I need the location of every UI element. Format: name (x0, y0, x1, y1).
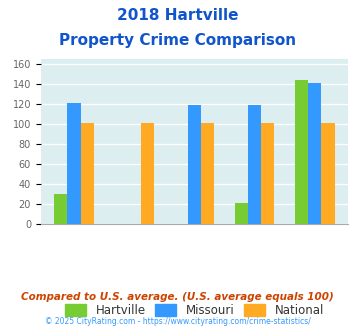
Bar (248, 105, 261, 224)
Bar (81, 123, 94, 224)
Legend: Hartville, Missouri, National: Hartville, Missouri, National (60, 300, 329, 322)
Bar (261, 123, 274, 224)
Bar (141, 123, 154, 224)
Bar (54, 194, 67, 224)
Text: Compared to U.S. average. (U.S. average equals 100): Compared to U.S. average. (U.S. average … (21, 292, 334, 302)
Bar (235, 203, 248, 224)
Bar (321, 123, 335, 224)
Bar (308, 83, 321, 224)
Text: © 2025 CityRating.com - https://www.cityrating.com/crime-statistics/: © 2025 CityRating.com - https://www.city… (45, 317, 310, 326)
Text: Property Crime Comparison: Property Crime Comparison (59, 33, 296, 48)
Text: 2018 Hartville: 2018 Hartville (117, 8, 238, 23)
Bar (201, 123, 214, 224)
Bar (188, 105, 201, 224)
Bar (295, 81, 308, 224)
Bar (67, 103, 81, 224)
